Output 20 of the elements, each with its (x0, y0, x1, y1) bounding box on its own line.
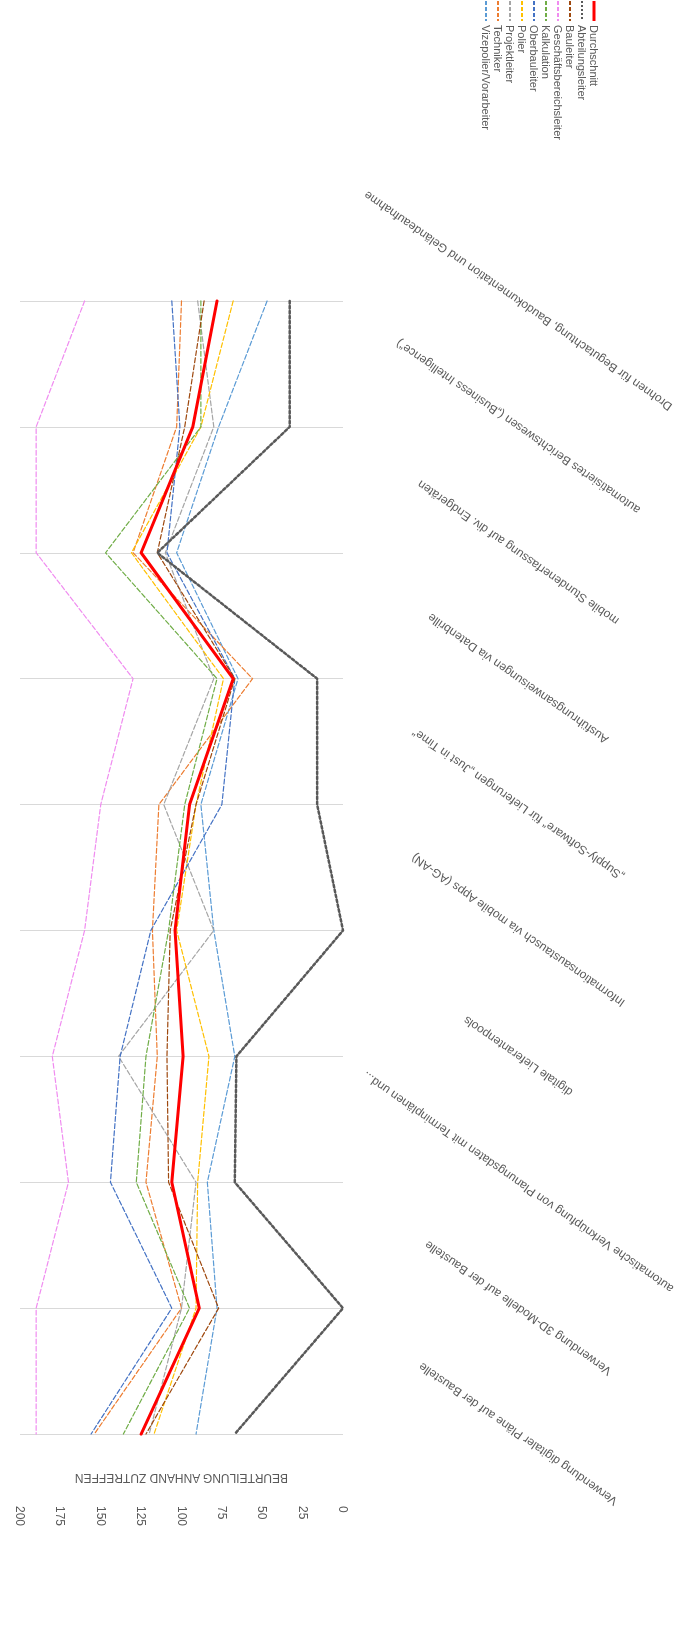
legend-label: Techniker (492, 25, 504, 73)
x-tick-label: 125 (134, 1506, 149, 1527)
x-tick-label: 0 (336, 1506, 350, 1513)
legend-label: Abteilungsleiter (576, 25, 588, 101)
legend-label: Durchschnitt (588, 25, 600, 87)
legend-label: Oberbauleiter (528, 25, 540, 92)
x-tick-label: 50 (255, 1506, 270, 1520)
x-axis-title: BEURTEILUNG ANHAND ZUTREFFEN (74, 1471, 289, 1485)
x-tick-label: 150 (93, 1506, 108, 1527)
x-tick-label: 100 (174, 1506, 189, 1527)
x-tick-label: 200 (13, 1506, 27, 1527)
legend-label: Vizepolier/Vorarbeiter (480, 25, 492, 130)
legend-label: Projektleiter (504, 25, 516, 84)
x-tick-label: 25 (295, 1506, 310, 1520)
legend-label: Geschäftsbereichsleiter (552, 25, 564, 140)
x-tick-label: 175 (53, 1506, 68, 1527)
legend-label: Bauleiter (564, 25, 576, 69)
legend-label: Kalkulation (540, 25, 552, 79)
legend-label: Polier (516, 25, 528, 54)
x-tick-label: 75 (214, 1506, 229, 1520)
